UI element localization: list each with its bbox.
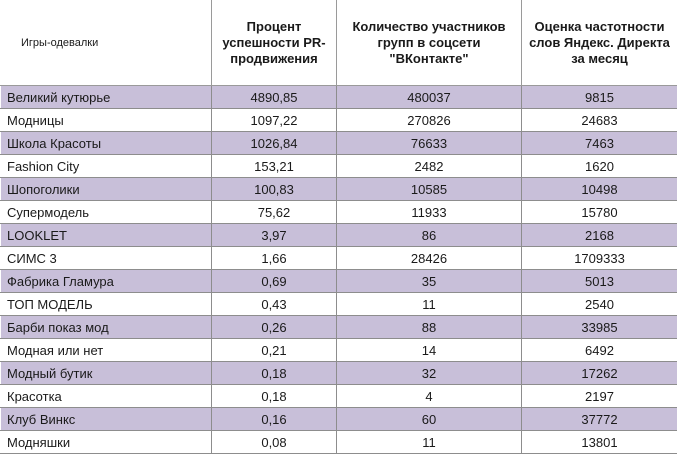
table-row: Школа Красоты 1026,84 76633 7463 [0, 131, 677, 155]
cell-pr-success: 3,97 [211, 223, 337, 247]
cell-yandex-frequency: 9815 [521, 85, 677, 109]
cell-yandex-frequency: 1709333 [521, 246, 677, 270]
cell-game-name: Красотка [0, 384, 212, 408]
cell-pr-success: 153,21 [211, 154, 337, 178]
cell-game-name: Fashion City [0, 154, 212, 178]
cell-game-name: Клуб Винкс [0, 407, 212, 431]
cell-vk-members: 2482 [336, 154, 522, 178]
cell-vk-members: 11 [336, 292, 522, 316]
cell-yandex-frequency: 1620 [521, 154, 677, 178]
cell-vk-members: 480037 [336, 85, 522, 109]
cell-vk-members: 76633 [336, 131, 522, 155]
table-row: Модницы 1097,22 270826 24683 [0, 108, 677, 132]
cell-game-name: СИМС 3 [0, 246, 212, 270]
table-row: Барби показ мод 0,26 88 33985 [0, 315, 677, 339]
cell-game-name: Модная или нет [0, 338, 212, 362]
table-row: LOOKLET 3,97 86 2168 [0, 223, 677, 247]
cell-yandex-frequency: 24683 [521, 108, 677, 132]
cell-pr-success: 0,26 [211, 315, 337, 339]
cell-vk-members: 11933 [336, 200, 522, 224]
cell-yandex-frequency: 10498 [521, 177, 677, 201]
header-row: Игры-одевалки Процент успешности PR-прод… [0, 0, 677, 86]
cell-yandex-frequency: 17262 [521, 361, 677, 385]
cell-pr-success: 0,08 [211, 430, 337, 454]
cell-yandex-frequency: 2197 [521, 384, 677, 408]
header-game: Игры-одевалки [0, 0, 212, 86]
cell-vk-members: 86 [336, 223, 522, 247]
cell-pr-success: 1,66 [211, 246, 337, 270]
cell-yandex-frequency: 2168 [521, 223, 677, 247]
cell-game-name: ТОП МОДЕЛЬ [0, 292, 212, 316]
cell-pr-success: 0,69 [211, 269, 337, 293]
cell-game-name: Супермодель [0, 200, 212, 224]
cell-vk-members: 35 [336, 269, 522, 293]
cell-game-name: Школа Красоты [0, 131, 212, 155]
cell-pr-success: 0,43 [211, 292, 337, 316]
table-row: Модный бутик 0,18 32 17262 [0, 361, 677, 385]
table-row: Клуб Винкс 0,16 60 37772 [0, 407, 677, 431]
table-row: Fashion City 153,21 2482 1620 [0, 154, 677, 178]
cell-yandex-frequency: 13801 [521, 430, 677, 454]
cell-yandex-frequency: 37772 [521, 407, 677, 431]
cell-pr-success: 0,18 [211, 384, 337, 408]
cell-game-name: Фабрика Гламура [0, 269, 212, 293]
cell-pr-success: 75,62 [211, 200, 337, 224]
cell-vk-members: 11 [336, 430, 522, 454]
cell-game-name: Шопоголики [0, 177, 212, 201]
table-row: Супермодель 75,62 11933 15780 [0, 200, 677, 224]
ratings-table: Игры-одевалки Процент успешности PR-прод… [0, 0, 677, 454]
table-row: Шопоголики 100,83 10585 10498 [0, 177, 677, 201]
cell-vk-members: 14 [336, 338, 522, 362]
header-vk-members: Количество участников групп в соцсети "В… [336, 0, 522, 86]
cell-yandex-frequency: 33985 [521, 315, 677, 339]
cell-game-name: LOOKLET [0, 223, 212, 247]
cell-game-name: Барби показ мод [0, 315, 212, 339]
cell-yandex-frequency: 5013 [521, 269, 677, 293]
cell-yandex-frequency: 6492 [521, 338, 677, 362]
cell-pr-success: 1097,22 [211, 108, 337, 132]
cell-pr-success: 4890,85 [211, 85, 337, 109]
cell-vk-members: 60 [336, 407, 522, 431]
cell-vk-members: 270826 [336, 108, 522, 132]
table-row: Модная или нет 0,21 14 6492 [0, 338, 677, 362]
cell-game-name: Модняшки [0, 430, 212, 454]
table-row: Красотка 0,18 4 2197 [0, 384, 677, 408]
cell-vk-members: 10585 [336, 177, 522, 201]
table-row: Фабрика Гламура 0,69 35 5013 [0, 269, 677, 293]
cell-pr-success: 100,83 [211, 177, 337, 201]
cell-yandex-frequency: 2540 [521, 292, 677, 316]
header-pr-success: Процент успешности PR-продвижения [211, 0, 337, 86]
cell-game-name: Великий кутюрье [0, 85, 212, 109]
cell-pr-success: 0,18 [211, 361, 337, 385]
table-row: Модняшки 0,08 11 13801 [0, 430, 677, 454]
header-yandex-frequency: Оценка частотности слов Яндекс. Директа … [521, 0, 677, 86]
table-row: Великий кутюрье 4890,85 480037 9815 [0, 85, 677, 109]
cell-game-name: Модницы [0, 108, 212, 132]
table-body: Великий кутюрье 4890,85 480037 9815 Модницы 1… [0, 85, 677, 454]
cell-vk-members: 32 [336, 361, 522, 385]
cell-vk-members: 28426 [336, 246, 522, 270]
cell-yandex-frequency: 15780 [521, 200, 677, 224]
cell-yandex-frequency: 7463 [521, 131, 677, 155]
cell-pr-success: 0,16 [211, 407, 337, 431]
cell-game-name: Модный бутик [0, 361, 212, 385]
cell-pr-success: 0,21 [211, 338, 337, 362]
table-row: СИМС 3 1,66 28426 1709333 [0, 246, 677, 270]
cell-vk-members: 88 [336, 315, 522, 339]
cell-pr-success: 1026,84 [211, 131, 337, 155]
cell-vk-members: 4 [336, 384, 522, 408]
table-row: ТОП МОДЕЛЬ 0,43 11 2540 [0, 292, 677, 316]
